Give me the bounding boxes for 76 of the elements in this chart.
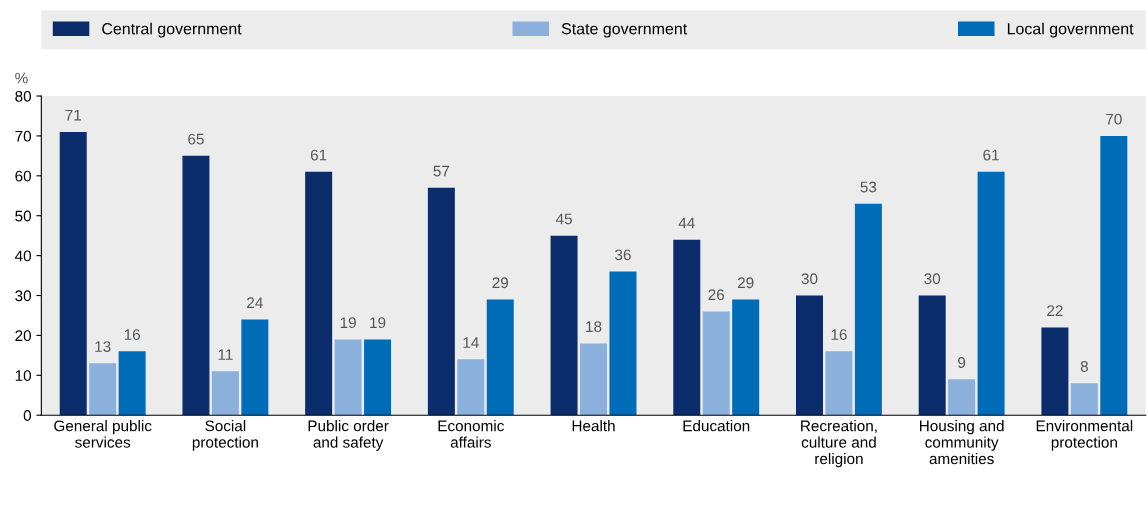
x-tick-label: Education — [683, 420, 750, 432]
bar — [457, 359, 485, 416]
bar — [211, 371, 239, 416]
y-tick-label: 50 — [15, 210, 32, 222]
bar — [334, 339, 362, 416]
bar — [1070, 383, 1098, 416]
data-label: 18 — [586, 321, 602, 333]
y-tick-label: 20 — [15, 330, 32, 342]
bar — [948, 379, 976, 416]
legend-label: Local government — [1007, 22, 1134, 38]
bar — [1041, 327, 1069, 416]
legend-label: State government — [561, 23, 688, 38]
x-tick-label: Environmental protection — [1036, 420, 1133, 451]
x-tick-label: Economic affairs — [438, 420, 504, 448]
data-label: 26 — [708, 289, 725, 301]
y-tick-label: 10 — [15, 370, 32, 381]
x-tick-label: Housing and community amenities — [920, 420, 1004, 465]
data-label: 24 — [247, 297, 263, 308]
y-tick-label: 40 — [14, 250, 32, 262]
bar — [1100, 135, 1128, 416]
y-tick-label: 30 — [15, 290, 32, 302]
bar — [59, 131, 87, 416]
data-label: 14 — [463, 337, 479, 348]
data-label: 30 — [801, 273, 818, 285]
y-tick-label: 60 — [15, 170, 32, 182]
bar — [182, 155, 210, 416]
bar — [305, 171, 333, 416]
data-label: 11 — [218, 349, 233, 360]
data-label: 36 — [615, 249, 631, 261]
data-label: 29 — [492, 277, 509, 289]
y-tick-label: 70 — [15, 130, 32, 142]
bar — [364, 339, 392, 416]
data-label: 30 — [924, 273, 941, 285]
bar — [486, 299, 514, 416]
x-tick-label: Health — [572, 420, 615, 432]
y-axis-title: % — [15, 72, 28, 84]
data-label: 22 — [1047, 305, 1063, 316]
data-label: 53 — [860, 181, 877, 193]
x-tick-label: Recreation, culture and religion — [801, 420, 877, 468]
data-label: 57 — [433, 165, 450, 177]
bar — [825, 351, 853, 416]
bar — [732, 299, 760, 416]
data-label: 71 — [65, 109, 81, 121]
data-label: 61 — [983, 149, 999, 161]
data-label: 29 — [737, 277, 754, 289]
data-label: 70 — [1106, 113, 1122, 125]
bar — [918, 295, 946, 416]
data-label: 44 — [678, 217, 695, 229]
data-label: 13 — [95, 341, 111, 352]
data-label: 9 — [958, 357, 966, 368]
data-label: 65 — [188, 133, 204, 145]
y-tick-label: 0 — [23, 410, 32, 421]
data-label: 8 — [1080, 361, 1088, 372]
bar — [795, 295, 823, 416]
bar — [118, 351, 146, 416]
data-label: 19 — [340, 317, 356, 329]
data-label: 45 — [555, 213, 572, 225]
bar — [854, 203, 882, 416]
data-label: 61 — [310, 149, 327, 161]
data-label: 16 — [124, 329, 140, 341]
x-tick-label: Social protection — [192, 420, 258, 451]
bar — [241, 319, 269, 416]
bar — [580, 343, 608, 416]
bar — [702, 311, 730, 416]
data-label: 16 — [831, 329, 847, 341]
bar — [609, 271, 637, 416]
bar — [673, 239, 701, 416]
bar — [977, 171, 1005, 416]
y-tick-label: 80 — [15, 90, 32, 102]
bar — [427, 187, 455, 416]
x-tick-label: Public order and safety — [308, 420, 389, 451]
data-label: 19 — [370, 317, 386, 329]
bar — [89, 363, 117, 416]
x-tick-label: General public services — [54, 420, 152, 448]
legend-label: Central government — [102, 22, 242, 38]
bar — [550, 235, 578, 416]
